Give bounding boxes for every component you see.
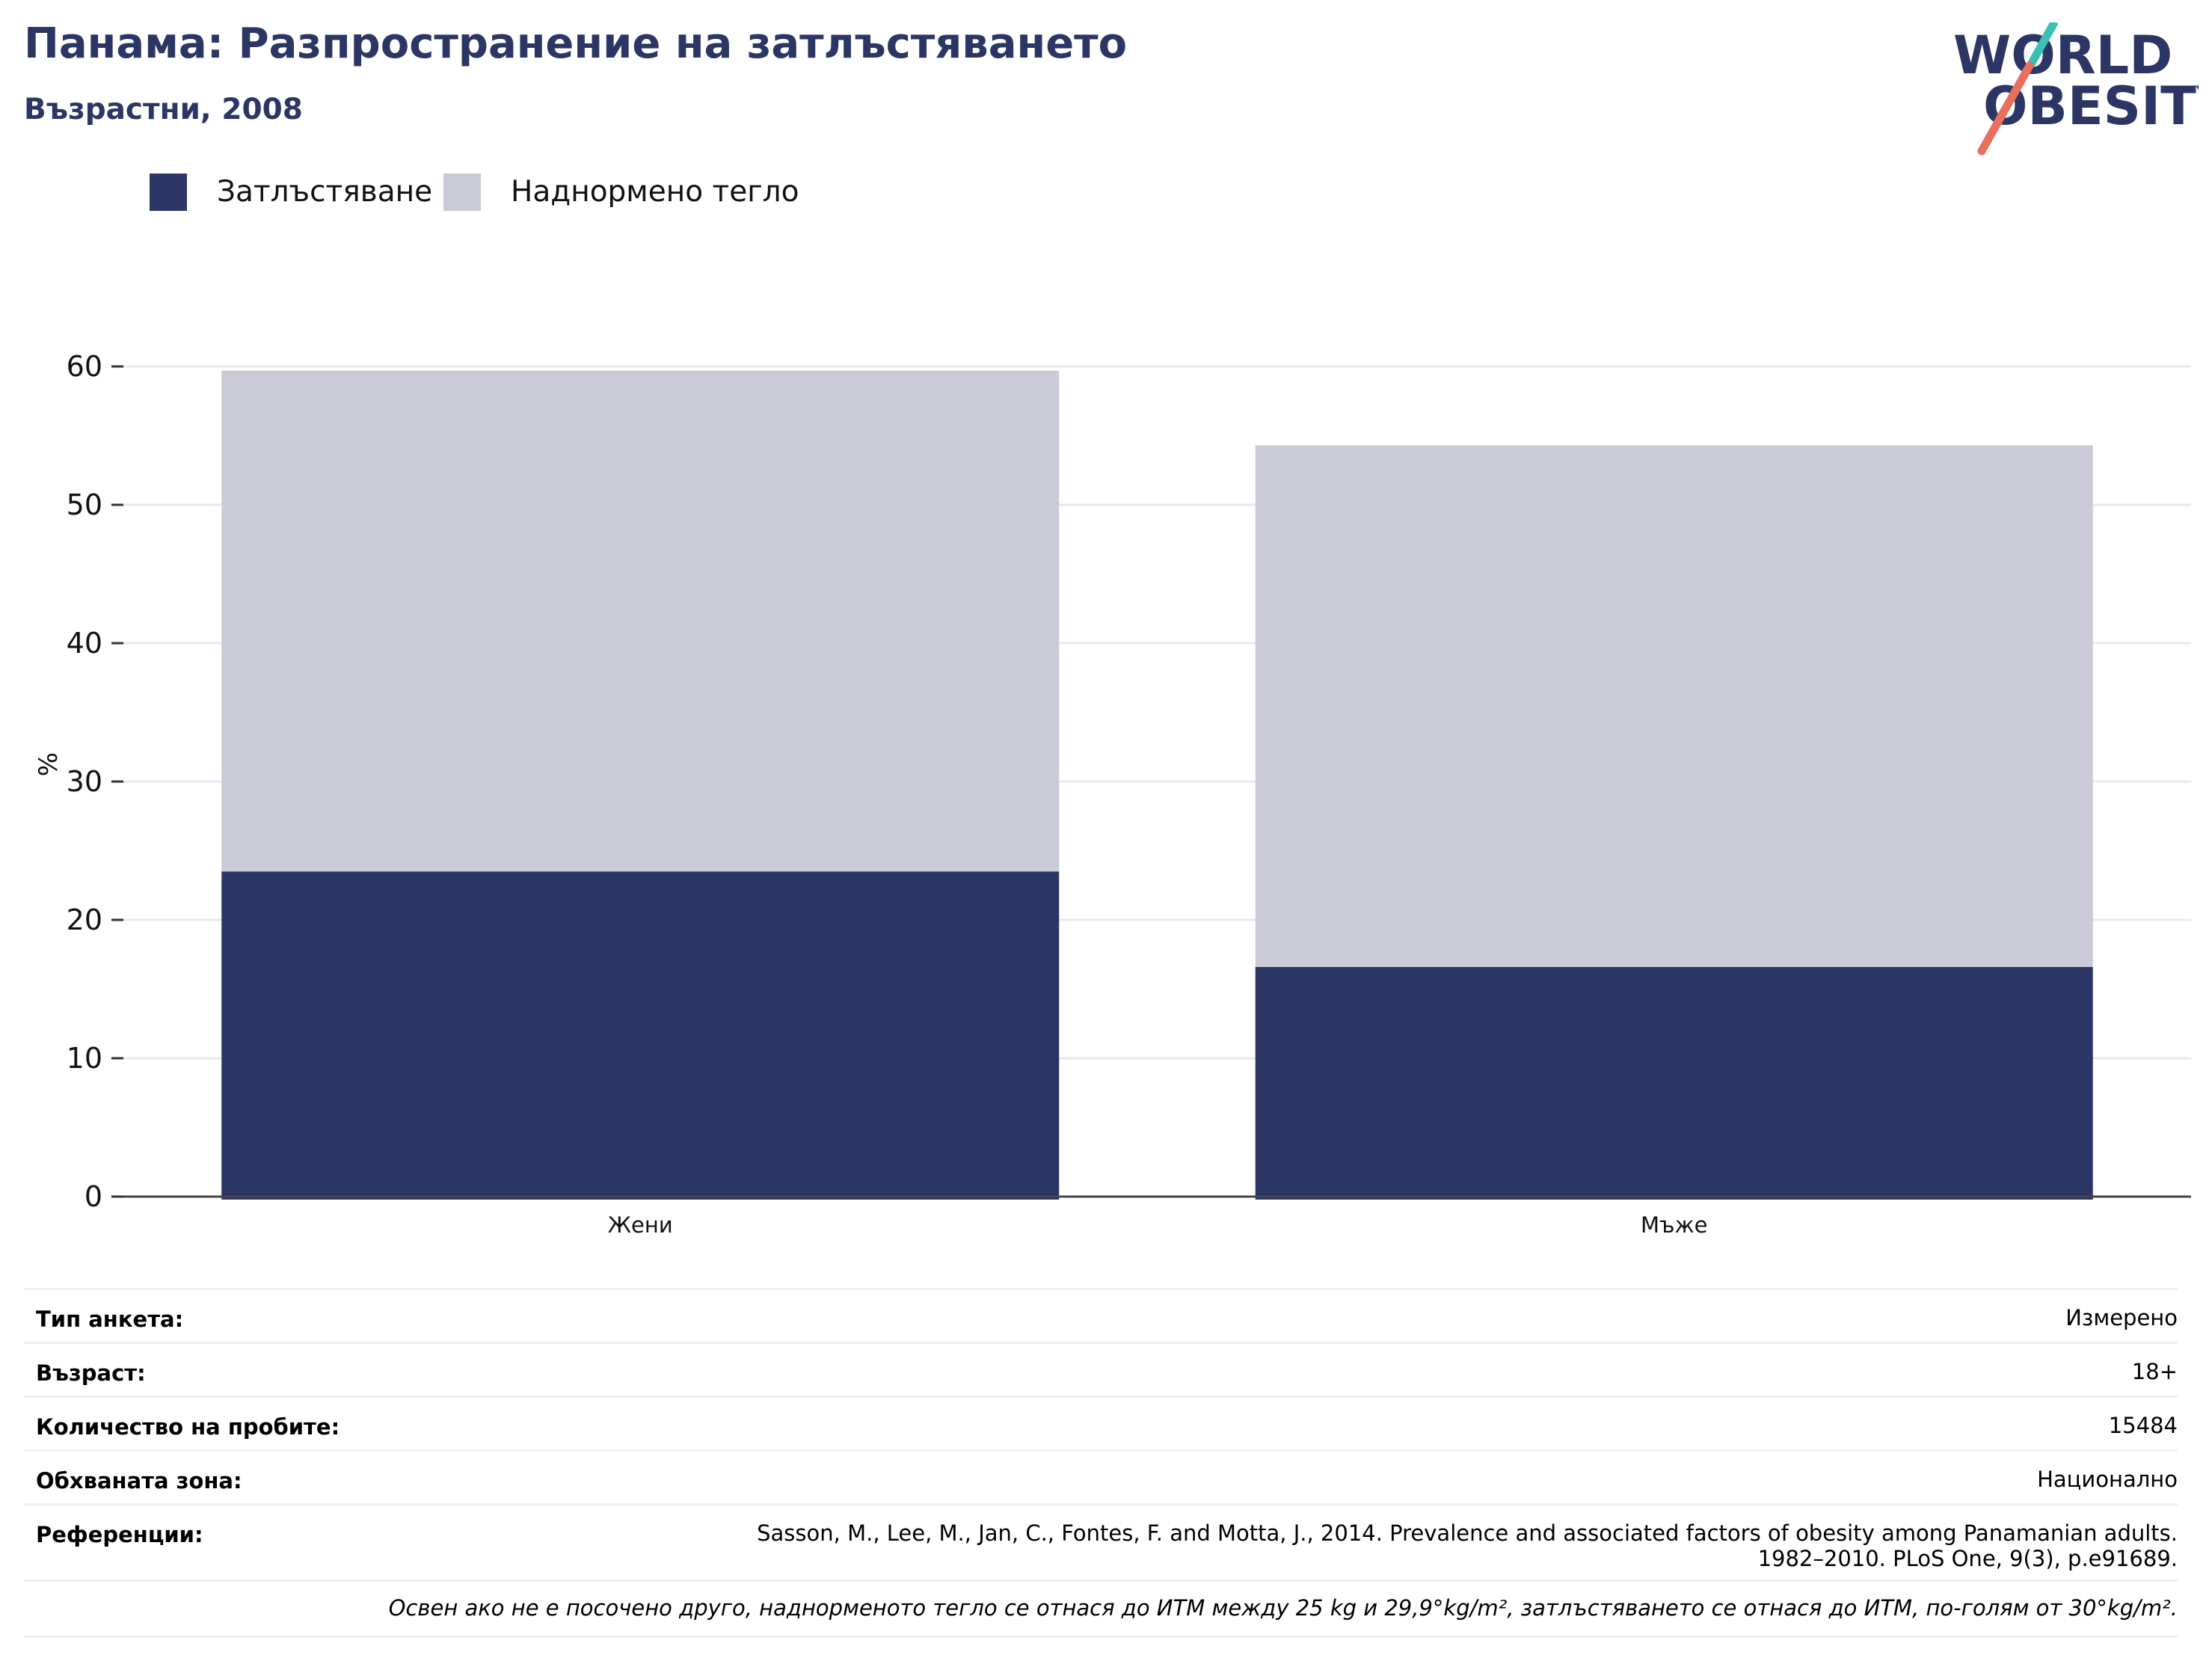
bar-overweight <box>1255 445 2093 967</box>
info-value: Национално <box>2037 1467 2178 1492</box>
world-obesity-logo: WORLD OBESITY <box>1953 22 2199 156</box>
info-row-references: Референции: Sasson, M., Lee, M., Jan, C.… <box>24 1503 2178 1582</box>
info-value: Измерено <box>2065 1305 2178 1330</box>
info-value: 15484 <box>2108 1413 2178 1438</box>
x-tick-label: Мъже <box>1641 1212 1707 1238</box>
logo-slash-teal <box>2027 22 2058 69</box>
logo-slash-coral <box>1977 61 2034 156</box>
chart-subtitle: Възрастни, 2008 <box>24 93 303 126</box>
y-tick-label: 50 <box>67 488 102 521</box>
y-tick-label: 30 <box>67 765 102 798</box>
y-axis-label: % <box>34 752 64 776</box>
info-row-coverage: Обхваната зона: Национално <box>24 1449 2178 1505</box>
legend-label-obesity: Затлъстяване <box>217 175 433 209</box>
info-row-sample-size: Количество на пробите: 15484 <box>24 1396 2178 1452</box>
bars <box>221 370 2093 1200</box>
reference-text-line2: 1982–2010. PLoS One, 9(3), p.e91689. <box>1757 1546 2178 1571</box>
x-tick-label: Жени <box>608 1212 673 1238</box>
info-value: 18+ <box>2131 1359 2178 1384</box>
legend-label-overweight: Наднормено тегло <box>511 175 799 209</box>
axes: 0 10 20 30 40 50 60 Жени Мъже <box>67 350 2191 1238</box>
info-label: Референции: <box>36 1522 203 1547</box>
y-tick-label: 0 <box>85 1180 102 1213</box>
info-row-survey-type: Тип анкета: Измерено <box>24 1288 2178 1344</box>
info-label: Тип анкета: <box>36 1307 184 1332</box>
legend-swatch-obesity <box>150 174 187 211</box>
bar-chart: 0 10 20 30 40 50 60 Жени Мъже % <box>34 350 2191 1238</box>
legend-swatch-overweight <box>443 174 481 211</box>
y-tick-label: 10 <box>67 1042 102 1075</box>
info-row-note: Освен ако не е посочено друго, наднормен… <box>24 1580 2178 1638</box>
reference-text-line1: Sasson, M., Lee, M., Jan, C., Fontes, F.… <box>757 1520 2178 1546</box>
bar-overweight <box>221 370 1060 872</box>
bar-obesity <box>1255 966 2093 1200</box>
info-label: Количество на пробите: <box>36 1414 340 1440</box>
definition-note: Освен ако не е посочено друго, наднормен… <box>388 1595 2178 1621</box>
y-tick-label: 40 <box>67 627 102 660</box>
info-row-age: Възраст: 18+ <box>24 1342 2178 1398</box>
y-tick-label: 60 <box>67 350 102 383</box>
info-label: Възраст: <box>36 1360 146 1386</box>
chart-title: Панама: Разпространение на затлъстяванет… <box>24 19 1128 68</box>
logo-text-world: WORLD <box>1953 25 2172 86</box>
info-label: Обхваната зона: <box>36 1468 242 1494</box>
bar-obesity <box>221 871 1060 1200</box>
y-tick-label: 20 <box>67 903 102 936</box>
